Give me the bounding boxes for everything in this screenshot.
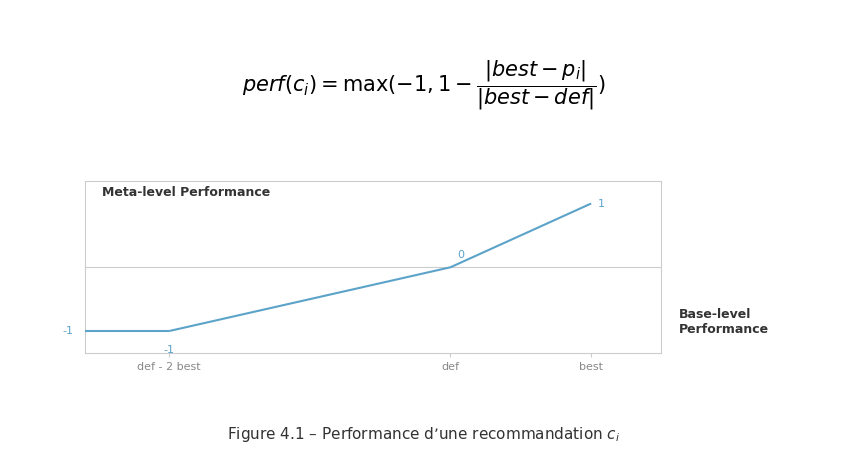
Text: -1: -1 — [63, 326, 74, 336]
Text: Figure 4.1 – Performance d’une recommandation $c_i$: Figure 4.1 – Performance d’une recommand… — [227, 425, 621, 444]
Text: 0: 0 — [457, 251, 465, 260]
Text: $perf(c_i) = \max(-1, 1 - \dfrac{|best - p_i|}{|best - def|})$: $perf(c_i) = \max(-1, 1 - \dfrac{|best -… — [243, 58, 605, 112]
Text: Meta-level Performance: Meta-level Performance — [102, 186, 271, 199]
Text: -1: -1 — [164, 345, 175, 355]
Text: Base-level
Performance: Base-level Performance — [678, 308, 768, 336]
Text: 1: 1 — [598, 198, 605, 208]
